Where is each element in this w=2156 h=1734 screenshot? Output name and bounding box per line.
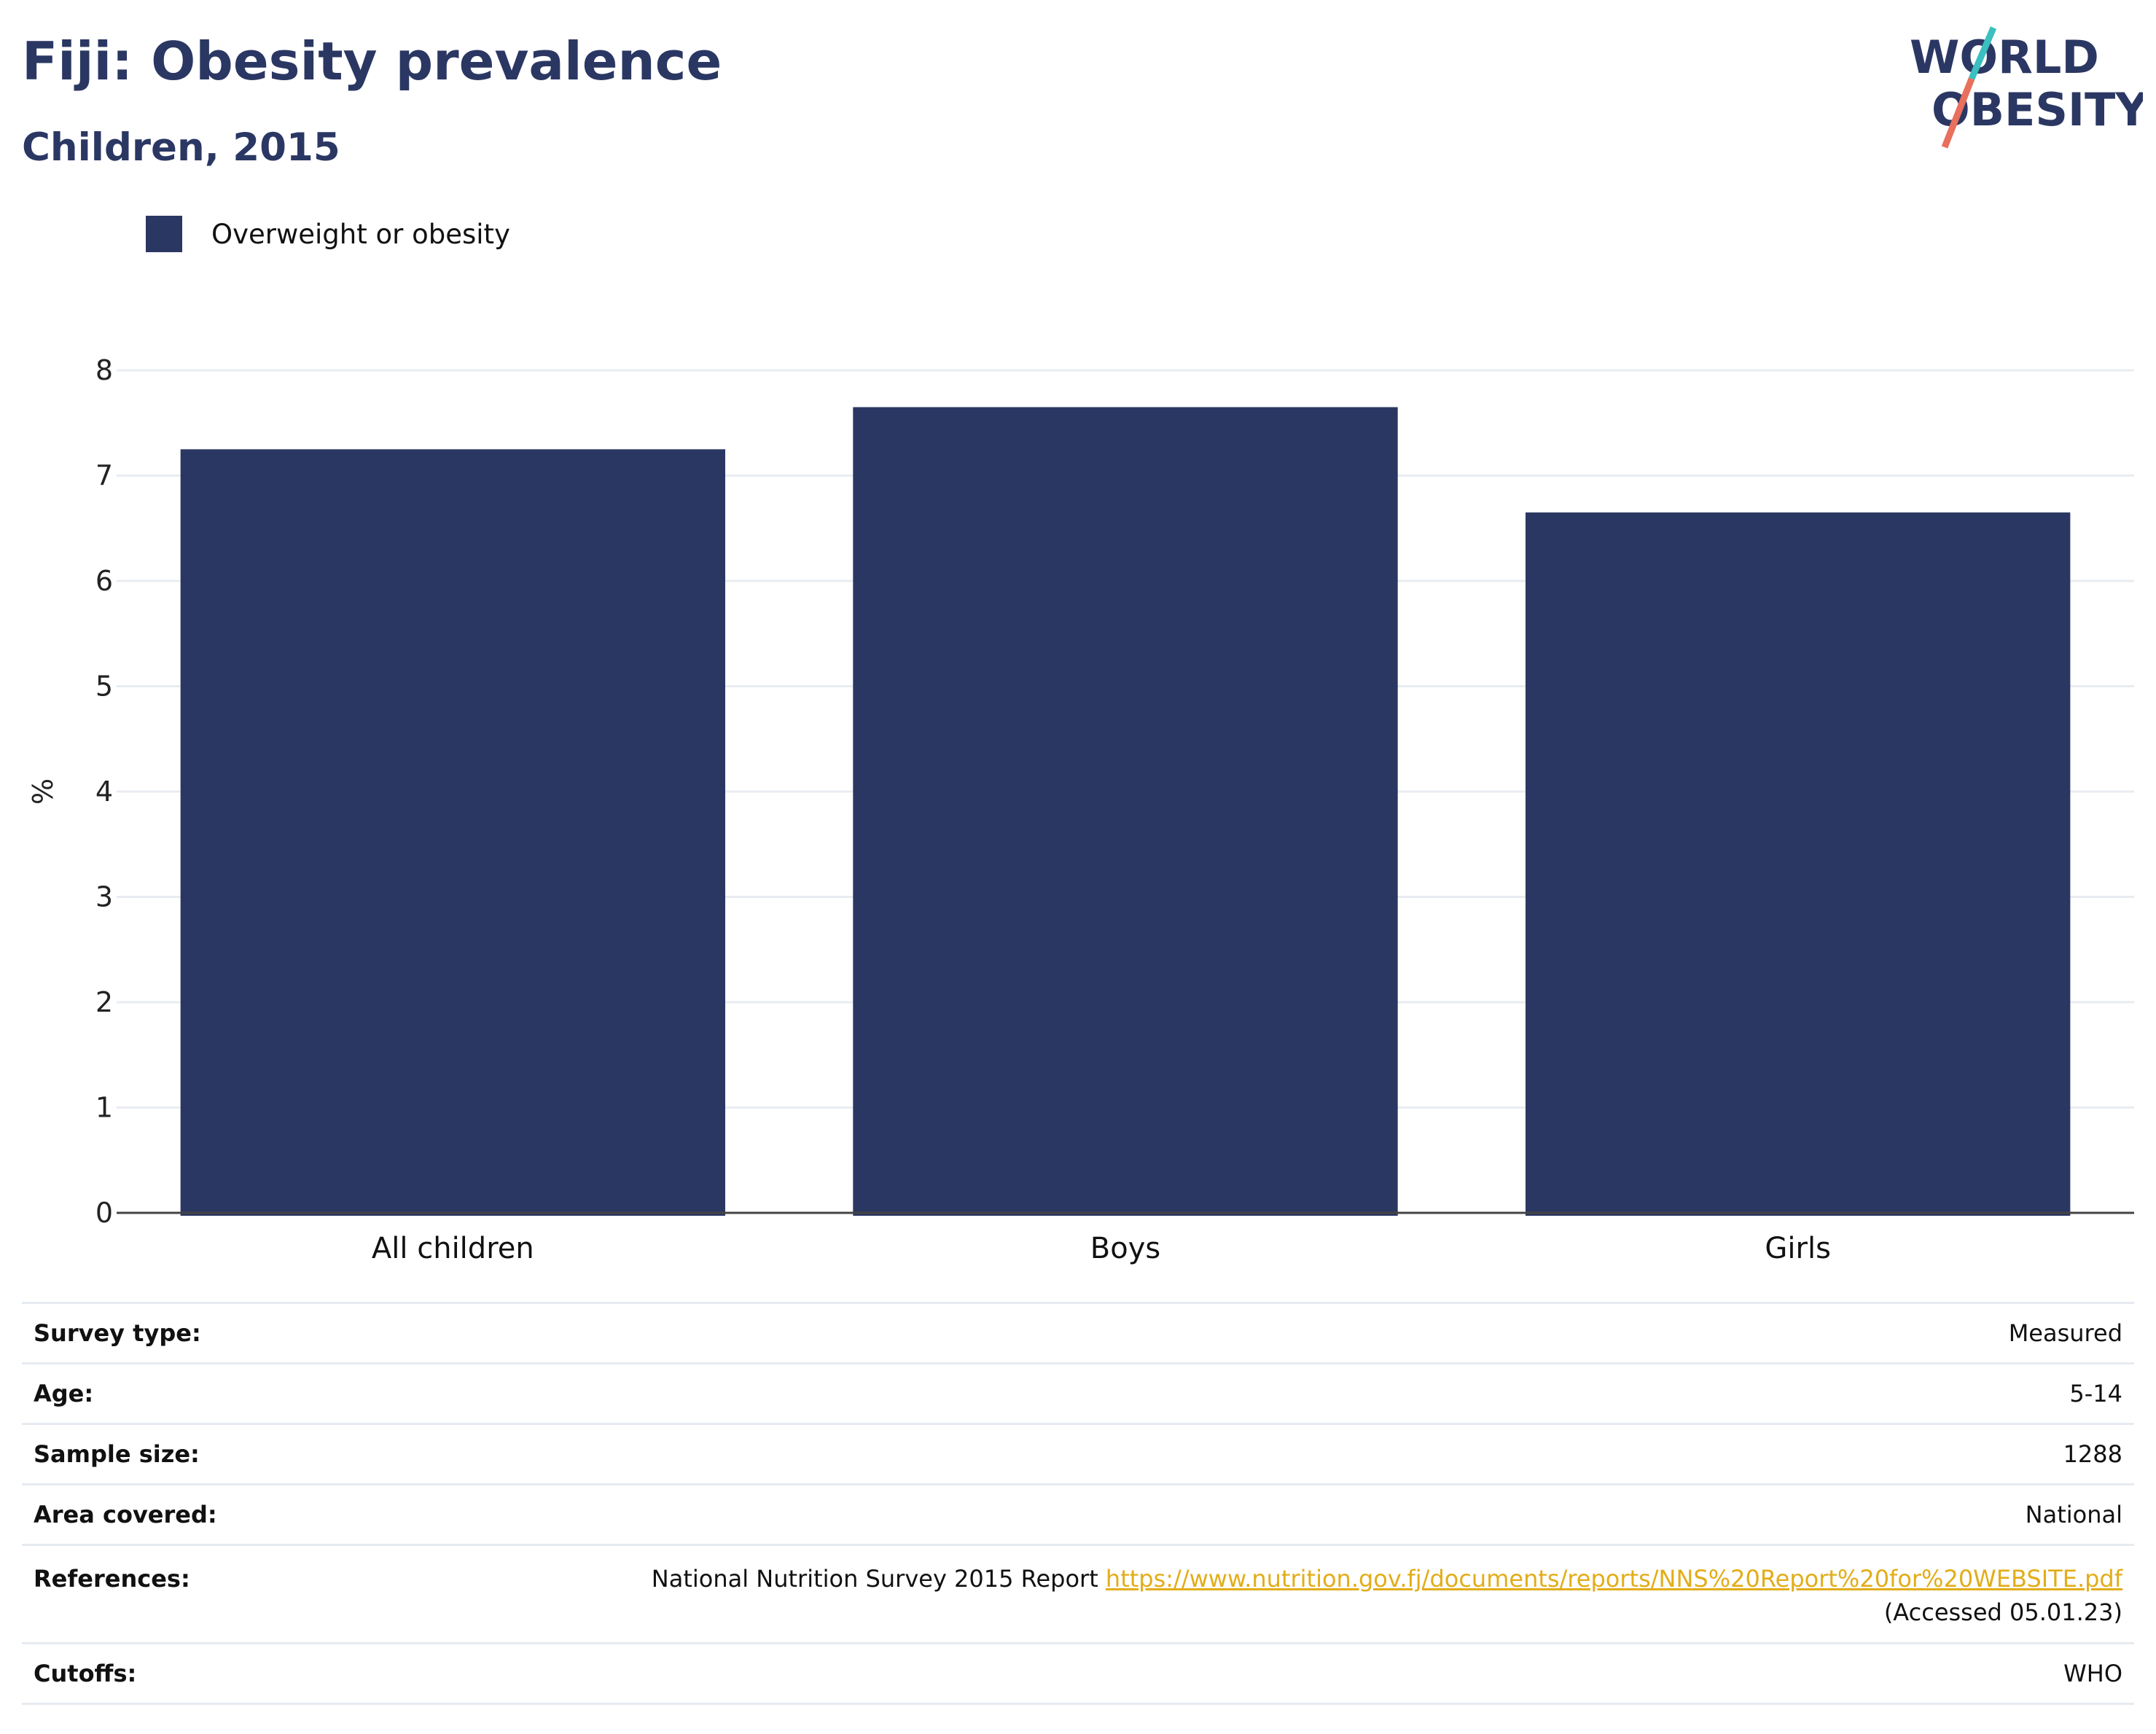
y-tick-label: 0	[95, 1197, 113, 1229]
y-tick-label: 4	[95, 776, 113, 808]
chart-subtitle: Children, 2015	[22, 125, 340, 170]
chart-legend: Overweight or obesity	[146, 216, 510, 252]
reference-accessed: (Accessed 05.01.23)	[1883, 1598, 2122, 1626]
logo-line-1: WORLD	[1910, 31, 2099, 84]
detail-key: Survey type:	[22, 1302, 483, 1364]
legend-swatch	[146, 216, 182, 252]
detail-value: National	[483, 1484, 2134, 1546]
bar-all-children	[180, 449, 726, 1216]
y-tick-label: 6	[95, 565, 113, 597]
bar-chart: 0 1 2 3 4 5 6 7 8% All children Boys Girls	[27, 354, 2134, 1265]
detail-key: Area covered:	[22, 1484, 483, 1546]
detail-key: References:	[22, 1544, 483, 1644]
detail-row-area-covered: Area covered: National	[22, 1484, 2134, 1546]
logo-slash-teal	[1968, 26, 1997, 80]
y-axis-label: %	[27, 778, 59, 805]
y-tick-label: 7	[95, 460, 113, 492]
detail-value: 1288	[483, 1423, 2134, 1485]
detail-value: Measured	[483, 1302, 2134, 1364]
y-tick-label: 2	[95, 986, 113, 1018]
detail-key: Sample size:	[22, 1423, 483, 1485]
chart-title: Fiji: Obesity prevalence	[22, 31, 722, 92]
y-tick-label: 5	[95, 671, 113, 703]
x-tick-label: All children	[372, 1232, 534, 1265]
bar-girls	[1525, 512, 2071, 1216]
x-tick-label: Boys	[1090, 1232, 1160, 1265]
detail-row-cutoffs: Cutoffs: WHO	[22, 1643, 2134, 1705]
y-tick-label: 3	[95, 881, 113, 913]
legend-label: Overweight or obesity	[211, 218, 510, 250]
bar-boys	[853, 407, 1398, 1216]
logo-slash-coral	[1941, 77, 1975, 149]
world-obesity-logo: WORLD OBESITY	[1910, 26, 2143, 149]
y-tick-label: 1	[95, 1092, 113, 1124]
detail-key: Cutoffs:	[22, 1643, 483, 1705]
detail-value: National Nutrition Survey 2015 Report ht…	[483, 1544, 2134, 1644]
detail-key: Age:	[22, 1363, 483, 1425]
reference-text: National Nutrition Survey 2015 Report	[651, 1565, 1106, 1593]
y-tick-label: 8	[95, 354, 113, 386]
detail-row-sample-size: Sample size: 1288	[22, 1423, 2134, 1485]
survey-details-table: Survey type: Measured Age: 5-14 Sample s…	[22, 1302, 2134, 1705]
detail-row-survey-type: Survey type: Measured	[22, 1302, 2134, 1364]
detail-value: 5-14	[483, 1363, 2134, 1425]
detail-row-age: Age: 5-14	[22, 1363, 2134, 1425]
x-tick-label: Girls	[1765, 1232, 1831, 1265]
detail-value: WHO	[483, 1643, 2134, 1705]
detail-row-references: References: National Nutrition Survey 20…	[22, 1544, 2134, 1644]
reference-link[interactable]: https://www.nutrition.gov.fj/documents/r…	[1105, 1565, 2122, 1593]
